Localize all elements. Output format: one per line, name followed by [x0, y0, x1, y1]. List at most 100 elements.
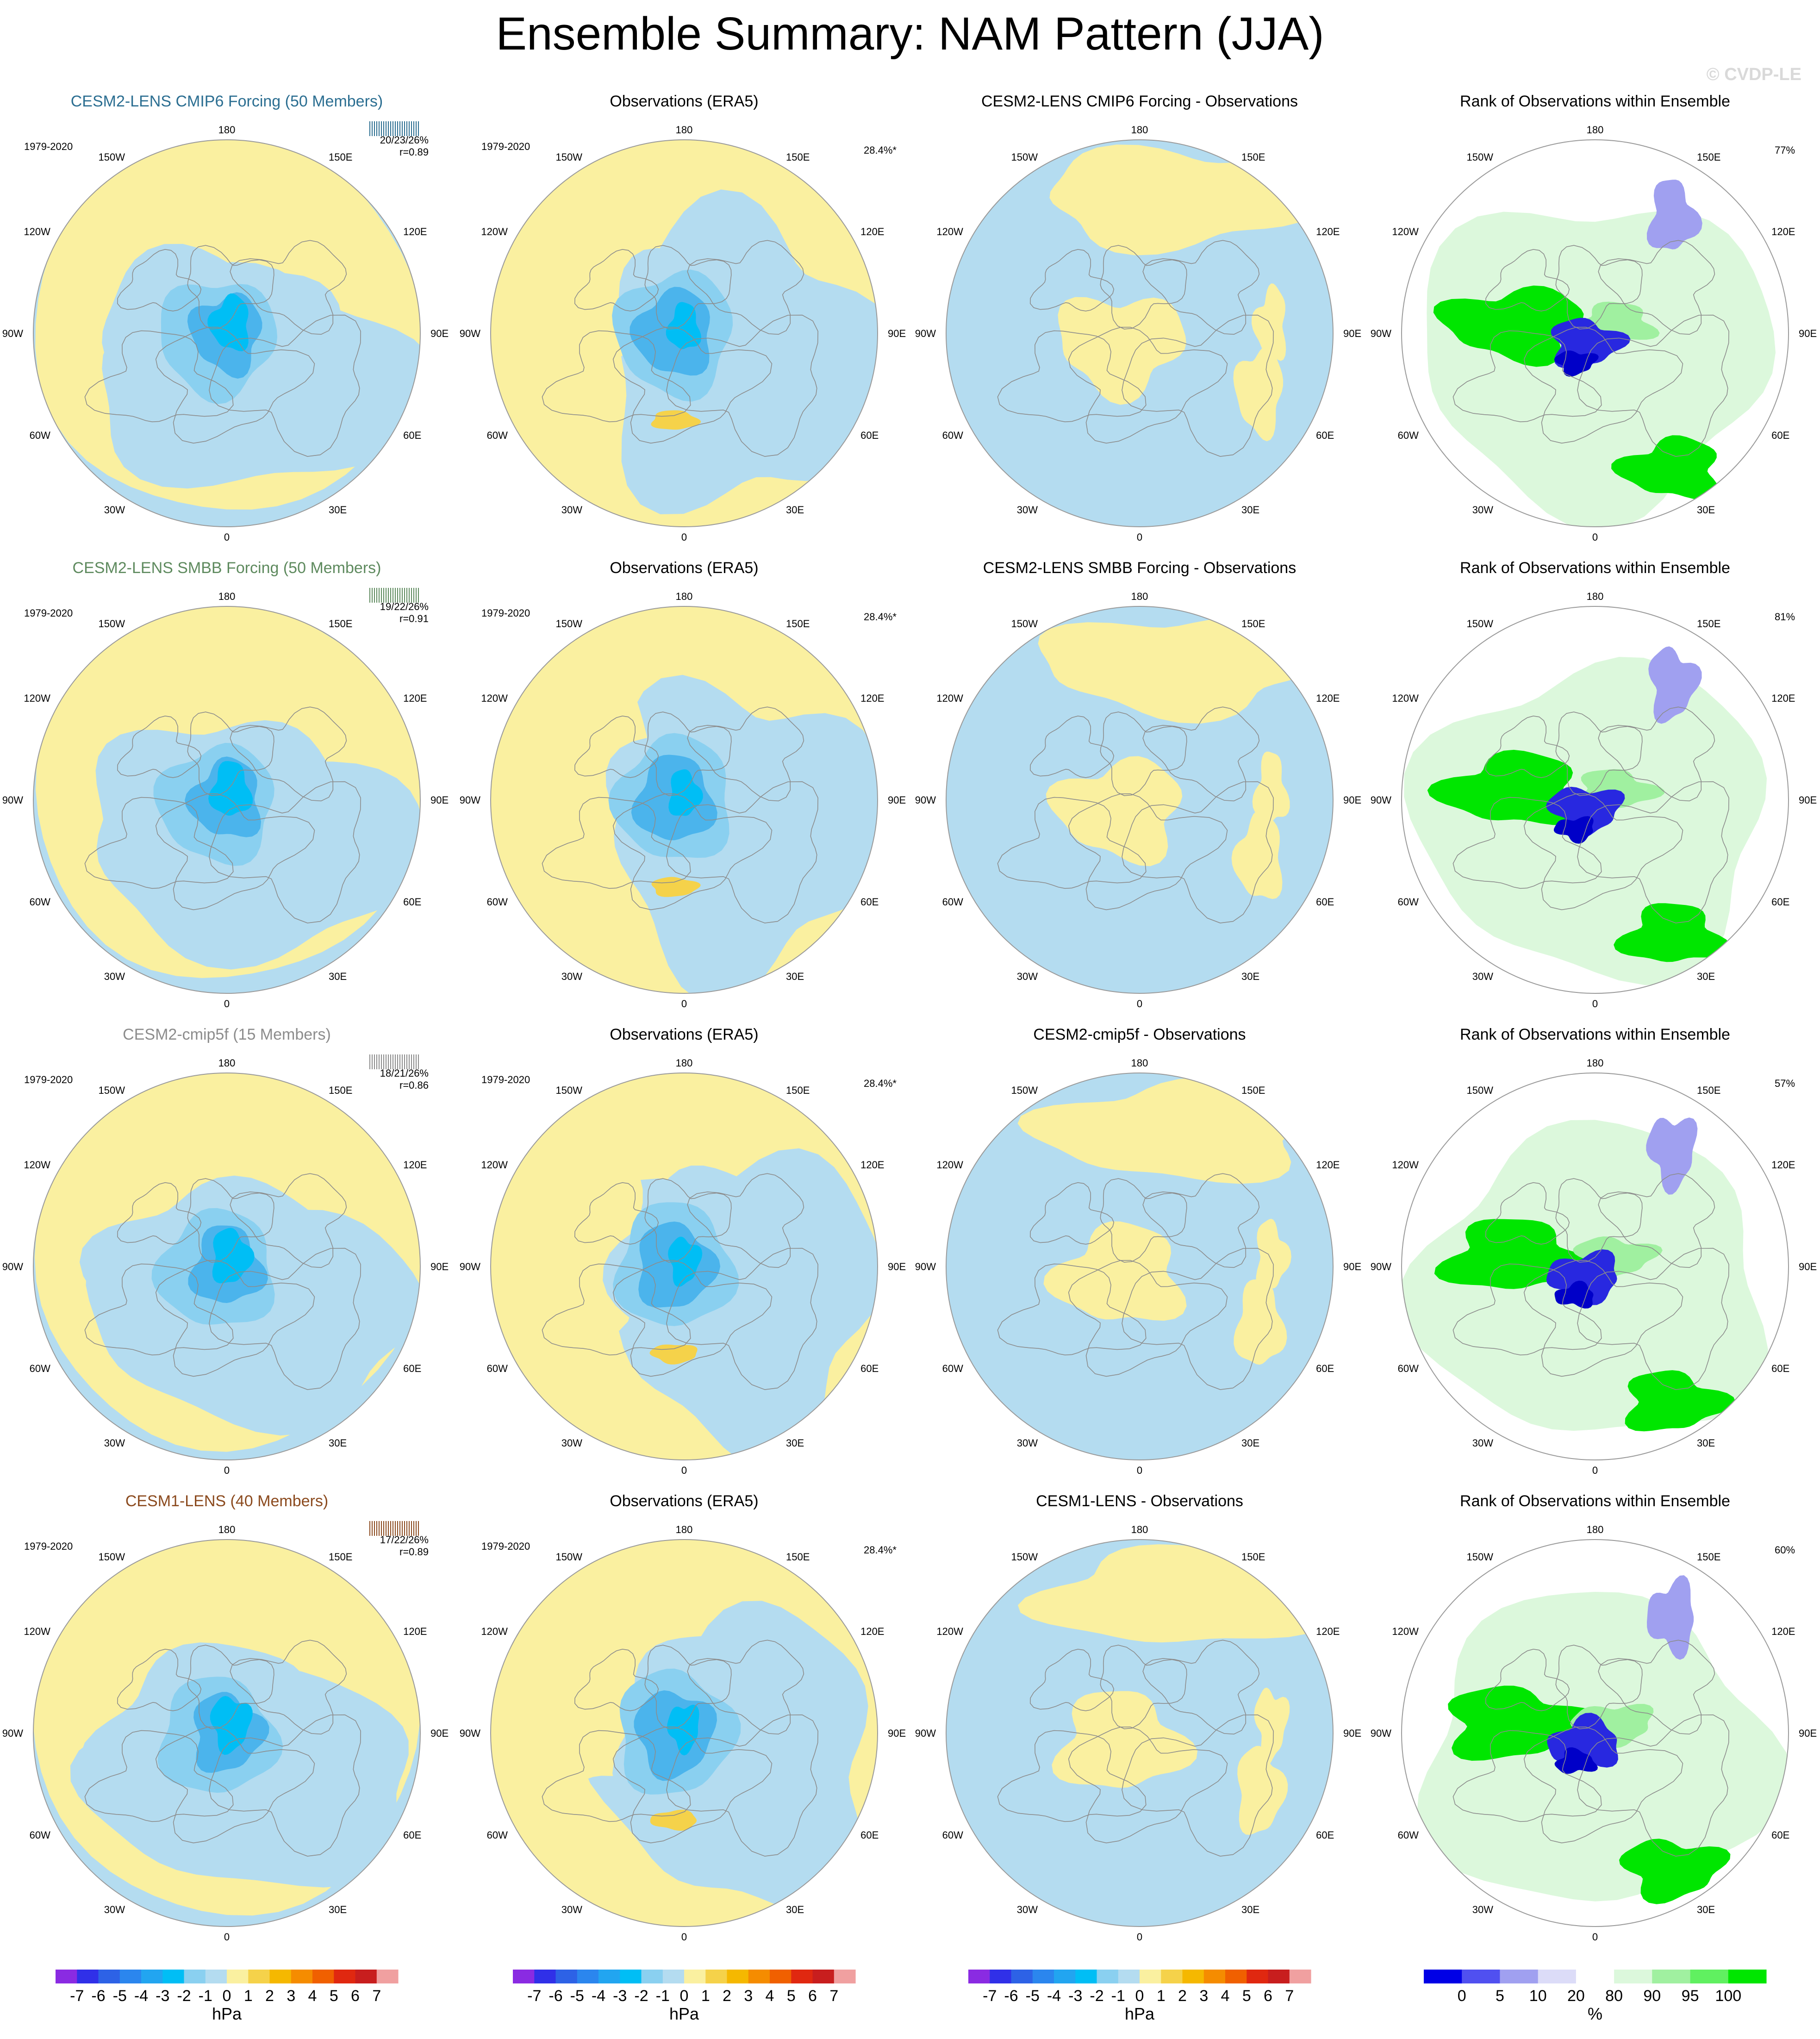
lon-label: 180: [218, 591, 236, 602]
lon-label: 30W: [104, 1904, 125, 1915]
member-tick: [381, 1521, 382, 1536]
colorbar-unit: %: [1588, 2004, 1602, 2023]
lon-label: 120W: [936, 226, 963, 237]
colorbar-swatch: [598, 1970, 620, 1983]
lon-label: 30E: [329, 1904, 347, 1915]
colorbar-tick-label: -1: [199, 1987, 212, 2005]
member-tick: [383, 1521, 384, 1536]
lon-label: 180: [218, 124, 236, 136]
lon-label: 120W: [24, 692, 50, 704]
member-tick: [374, 588, 375, 603]
member-tick: [409, 121, 410, 136]
lon-label: 30W: [104, 971, 125, 982]
lon-label: 120E: [860, 226, 884, 237]
lon-label: 90E: [430, 1261, 449, 1272]
colorbar-tick-label: 4: [308, 1987, 317, 2005]
member-tick: [413, 121, 414, 136]
colorbar-swatch: [1538, 1970, 1577, 1983]
member-tick: [404, 121, 405, 136]
percent-label: 28.4%*: [864, 611, 897, 623]
colorbar-tick-label: -1: [1111, 1987, 1125, 2005]
lon-label: 120W: [936, 1626, 963, 1637]
period-label: 1979-2020: [481, 141, 530, 152]
map-fill-obs: [491, 140, 878, 527]
lon-label: 120E: [403, 1159, 427, 1171]
lon-label: 120E: [1316, 1626, 1340, 1637]
lon-label: 90E: [1799, 328, 1817, 339]
lon-label: 120E: [1771, 1626, 1795, 1637]
lon-label: 90E: [430, 328, 449, 339]
lon-label: 120W: [481, 1626, 508, 1637]
map-fill-rank: [1402, 1540, 1789, 1927]
colorbar-unit: hPa: [212, 2004, 242, 2023]
lon-label: 30W: [104, 1437, 125, 1449]
lon-label: 150W: [1011, 618, 1038, 630]
colorbar-2: -7 -6 -5 -4 -3 -2 -1 0 1 2 3 4 5 6 7 hPa: [513, 1970, 856, 2023]
colorbar-swatch: [791, 1970, 813, 1983]
colorbar-swatch: [1032, 1970, 1054, 1983]
map-outline: [946, 139, 1334, 527]
member-tick: [376, 1054, 377, 1069]
panel-title: Rank of Observations within Ensemble: [1460, 1026, 1730, 1043]
map-panel-rank-row2: 180 150E 120E 90E 60E 30E 0 30W 60W 90W 120W 150W Ra…: [1371, 559, 1817, 1010]
lon-label: 120E: [1771, 692, 1795, 704]
period-label: 1979-2020: [481, 607, 530, 619]
colorbar-swatch: [534, 1970, 556, 1983]
lon-label: 120W: [1392, 1626, 1419, 1637]
lon-label: 150W: [1011, 1085, 1038, 1096]
lon-label: 60E: [1316, 430, 1334, 441]
lon-label: 30E: [1241, 971, 1259, 982]
member-tick: [369, 121, 370, 136]
map-fill-ensemble: [33, 140, 420, 527]
map-panel-rank-row3: 180 150E 120E 90E 60E 30E 0 30W 60W 90W 120W 150W Ra…: [1371, 1026, 1817, 1476]
lon-label: 180: [676, 1057, 693, 1069]
colorbar-tick-label: -1: [656, 1987, 670, 2005]
lon-label: 60E: [1316, 896, 1334, 908]
map-outline: [33, 139, 421, 527]
colorbar-tick-label: 7: [1285, 1987, 1294, 2005]
lon-label: 60E: [860, 1829, 879, 1841]
lon-label: 60E: [1771, 430, 1789, 441]
lon-label: 150W: [556, 1551, 583, 1563]
colorbar-tick-label: -6: [548, 1987, 562, 2005]
colorbar-swatch: [812, 1970, 835, 1983]
member-tick: [381, 1054, 382, 1069]
member-tick: [374, 1054, 375, 1069]
panel-title: CESM1-LENS (40 Members): [125, 1492, 328, 1510]
colorbar-swatch: [1182, 1970, 1204, 1983]
colorbar-swatch: [1268, 1970, 1290, 1983]
period-label: 1979-2020: [24, 1540, 73, 1552]
lon-label: 60E: [860, 1363, 879, 1374]
lon-label: 120W: [936, 1159, 963, 1171]
colorbar-tick-label: 6: [1264, 1987, 1272, 2005]
lon-label: 90W: [460, 1727, 480, 1739]
lon-label: 90E: [1343, 794, 1361, 806]
lon-label: 120E: [1771, 226, 1795, 237]
map-outline: [490, 1539, 878, 1927]
lon-label: 90W: [2, 328, 23, 339]
member-tick: [388, 1054, 389, 1069]
colorbar-tick-label: -6: [1004, 1987, 1018, 2005]
colorbar-tick-label: 7: [829, 1987, 838, 2005]
colorbar-swatch: [1462, 1970, 1500, 1983]
map-panel-ensemble-row3: 180 150E 120E 90E 60E 30E 0 30W 60W 90W 120W 150W CE…: [2, 1026, 449, 1476]
map-fill-diff: [946, 606, 1333, 993]
lon-label: 0: [681, 998, 687, 1010]
pattern-correlation: r=0.89: [399, 1546, 429, 1558]
lon-label: 60E: [1771, 1363, 1789, 1374]
colorbar-swatch: [1690, 1970, 1729, 1983]
map-outline: [490, 139, 878, 527]
lon-label: 0: [1592, 531, 1598, 543]
member-tick: [418, 1054, 419, 1069]
lon-label: 90W: [1371, 1727, 1391, 1739]
colorbar-swatch: [334, 1970, 356, 1983]
colorbar-tick-label: 4: [766, 1987, 774, 2005]
colorbar-tick-label: 5: [1242, 1987, 1251, 2005]
colorbar-swatch: [1075, 1970, 1097, 1983]
colorbar-swatch: [662, 1970, 685, 1983]
lon-label: 120E: [1316, 1159, 1340, 1171]
colorbar-swatch: [641, 1970, 663, 1983]
lon-label: 0: [1592, 998, 1598, 1010]
colorbar-tick-label: -2: [634, 1987, 648, 2005]
lon-label: 90E: [1343, 1727, 1361, 1739]
